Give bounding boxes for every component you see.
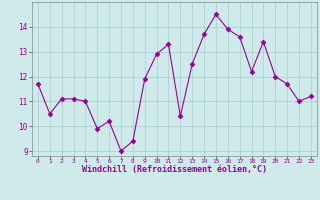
X-axis label: Windchill (Refroidissement éolien,°C): Windchill (Refroidissement éolien,°C)	[82, 165, 267, 174]
